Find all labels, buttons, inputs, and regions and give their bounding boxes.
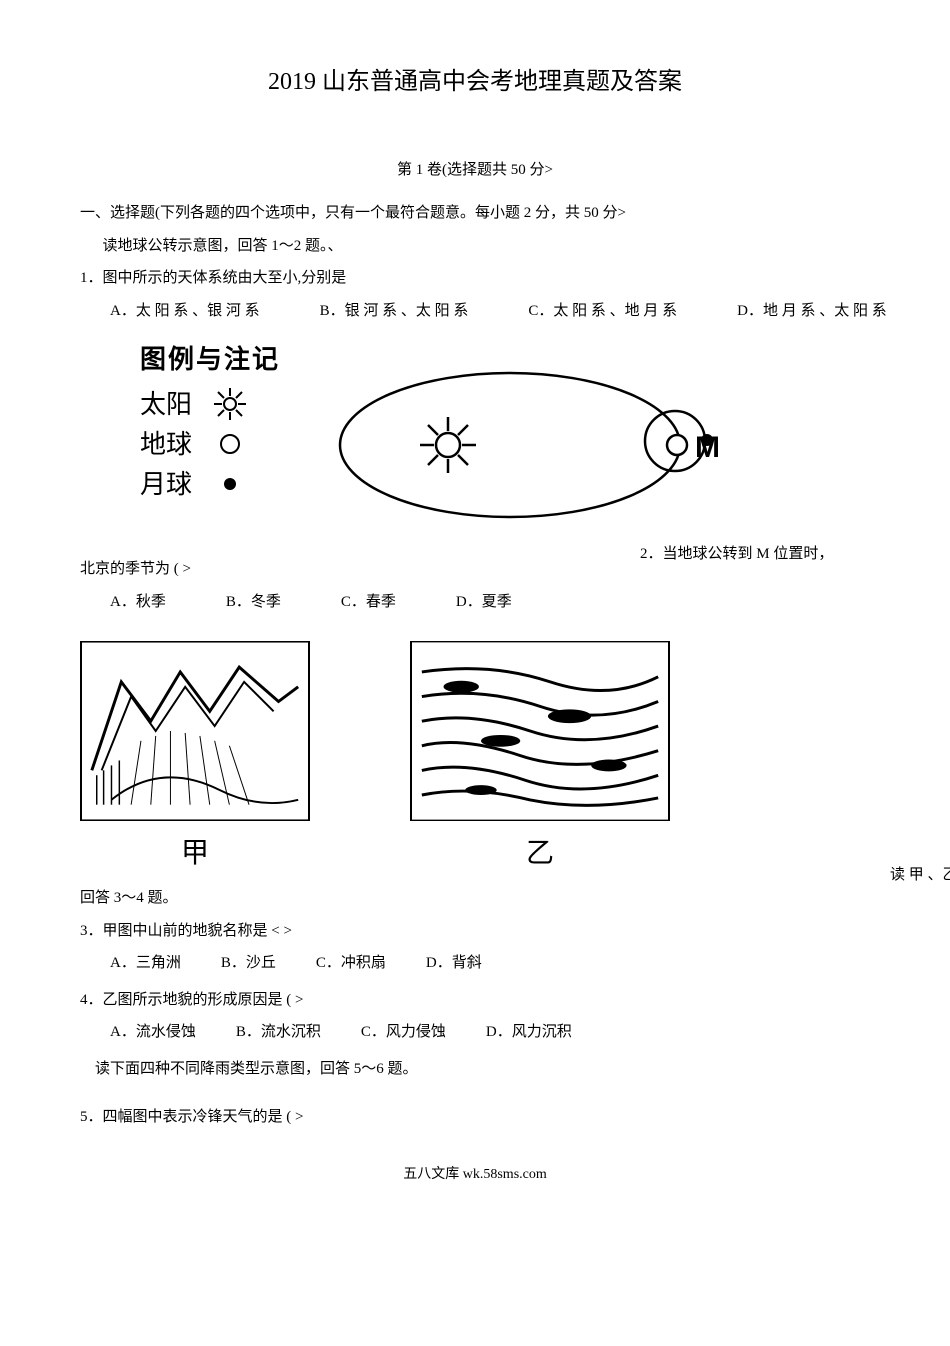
figure-yi: 乙 bbox=[410, 641, 670, 879]
q4-option-d: D．风力沉积 bbox=[486, 1018, 572, 1047]
legend-title: 图例与注记 bbox=[140, 335, 280, 384]
moon-icon bbox=[210, 474, 250, 494]
q1-stem: 1．图中所示的天体系统由大至小,分别是 bbox=[80, 264, 870, 293]
q4-option-c: C．风力侵蚀 bbox=[361, 1018, 446, 1047]
sun-icon bbox=[210, 386, 250, 422]
q1-option-a: A．太 阳 系 、银 河 系 bbox=[110, 297, 260, 326]
diagram-1: 图例与注记 太阳 bbox=[140, 335, 870, 545]
figure-yi-img bbox=[410, 641, 670, 821]
q3-option-c: C．冲积扇 bbox=[316, 949, 386, 978]
figure-jia-caption: 甲 bbox=[181, 826, 209, 879]
footer-text: 五八文库 wk.58sms.com bbox=[80, 1162, 870, 1189]
q3-option-a: A．三角洲 bbox=[110, 949, 181, 978]
page-title: 2019 山东普通高中会考地理真题及答案 bbox=[80, 60, 870, 106]
q3-options: A．三角洲 B．沙丘 C．冲积扇 D．背斜 bbox=[110, 949, 870, 978]
section-1-heading: 一、选择题(下列各题的四个选项中，只有一个最符合题意。每小题 2 分，共 50 … bbox=[80, 199, 870, 228]
q4-option-a: A．流水侵蚀 bbox=[110, 1018, 196, 1047]
q3-option-d: D．背斜 bbox=[426, 949, 482, 978]
q3-stem: 3．甲图中山前的地貌名称是 < > bbox=[80, 917, 870, 946]
legend-moon-row: 月球 bbox=[140, 464, 280, 504]
m-label-text: M bbox=[695, 431, 720, 464]
q4-option-b: B．流水沉积 bbox=[236, 1018, 321, 1047]
q2-option-b: B．冬季 bbox=[226, 588, 281, 617]
q2-stem-lead: 2．当地球公转到 M 位置时， bbox=[640, 540, 833, 569]
q3-option-b: B．沙丘 bbox=[221, 949, 276, 978]
q4-stem: 4．乙图所示地貌的形成原因是 ( > bbox=[80, 986, 870, 1015]
orbit-diagram: M bbox=[330, 355, 730, 546]
earth-icon bbox=[210, 432, 250, 456]
q2-option-c: C．春季 bbox=[341, 588, 396, 617]
figure-jia: 甲 bbox=[80, 641, 310, 879]
q1-option-b: B．银 河 系 、太 阳 系 bbox=[320, 297, 469, 326]
q2-option-a: A．秋季 bbox=[110, 588, 166, 617]
q1-option-c: C．太 阳 系 、地 月 系 bbox=[528, 297, 677, 326]
legend-earth-row: 地球 bbox=[140, 424, 280, 464]
figure-yi-caption: 乙 bbox=[526, 826, 554, 879]
instruction-3: 读下面四种不同降雨类型示意图，回答 5～6 题。 bbox=[95, 1055, 870, 1084]
q2-option-d: D．夏季 bbox=[456, 588, 512, 617]
figures-row: 甲 bbox=[80, 641, 870, 879]
legend-sun-row: 太阳 bbox=[140, 384, 280, 424]
instruction-2-trail: 回答 3～4 题。 bbox=[80, 884, 870, 913]
instruction-1: 读地球公转示意图，回答 1～2 题。、 bbox=[103, 232, 871, 261]
figure-jia-img bbox=[80, 641, 310, 821]
q4-options: A．流水侵蚀 B．流水沉积 C．风力侵蚀 D．风力沉积 bbox=[110, 1018, 870, 1047]
legend-moon-label: 月球 bbox=[140, 460, 210, 509]
instruction-2-lead: 读 甲 、乙 两 图， bbox=[890, 861, 950, 890]
q1-options: A．太 阳 系 、银 河 系 B．银 河 系 、太 阳 系 C．太 阳 系 、地… bbox=[110, 297, 870, 326]
q2-options: A．秋季 B．冬季 C．春季 D．夏季 bbox=[110, 588, 870, 617]
part-header: 第 1 卷(选择题共 50 分> bbox=[80, 156, 870, 185]
q1-option-d: D．地 月 系 、太 阳 系 bbox=[737, 297, 887, 326]
legend-box: 图例与注记 太阳 bbox=[140, 335, 280, 504]
q5-stem: 5．四幅图中表示冷锋天气的是 ( > bbox=[80, 1103, 870, 1132]
